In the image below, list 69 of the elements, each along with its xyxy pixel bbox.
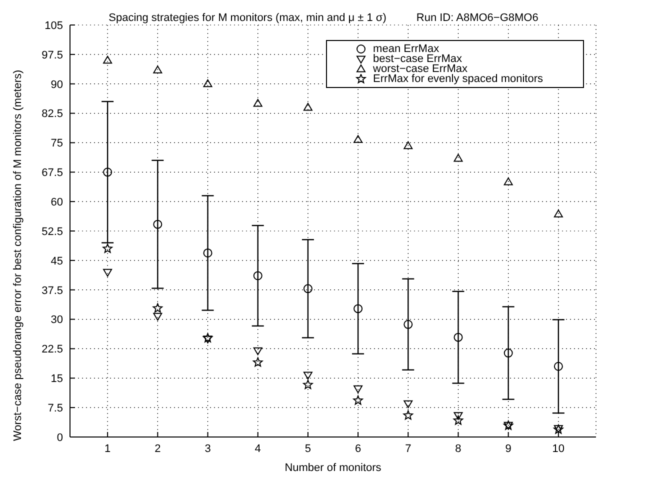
point [404, 141, 413, 150]
point [153, 220, 162, 229]
point [153, 66, 162, 74]
x-axis-title: Number of monitors [284, 462, 382, 474]
y-tick-label: 7.5 [48, 402, 63, 414]
point [252, 357, 263, 367]
point [504, 348, 513, 358]
y-tick-label: 37.5 [42, 284, 63, 297]
x-tick-label: 8 [455, 442, 462, 455]
chart-title: Spacing strategies for M monitors (max, min and μ ± 1 σ) [108, 12, 386, 24]
y-tick-label: 90 [50, 78, 63, 91]
x-tick-label: 9 [505, 442, 512, 455]
point [454, 332, 463, 342]
point [454, 154, 463, 162]
y-tick-label: 22.5 [42, 344, 63, 356]
x-tick-label: 10 [552, 442, 565, 455]
point [253, 347, 262, 356]
text: Run ID: A8MO6−G8MO6 [416, 12, 538, 24]
y-tick-label: 82.5 [42, 108, 63, 120]
y-tick-label: 52.5 [42, 226, 63, 238]
point [152, 303, 163, 313]
point [354, 135, 363, 143]
legend-label: worst−case ErrMax [373, 63, 468, 75]
y-tick-label: 67.5 [42, 167, 63, 180]
point [404, 320, 413, 329]
point [103, 168, 112, 177]
x-tick-label: 6 [354, 442, 362, 455]
point [303, 284, 312, 294]
point [253, 98, 262, 107]
point [203, 336, 212, 344]
y-tick-label: 0 [56, 432, 63, 444]
point [102, 244, 112, 253]
point [453, 415, 464, 425]
y-axis-title: Worst−case pseudorange error for best configuration of M monitors (meters) [12, 70, 24, 441]
legend-label: ErrMax for evenly spaced monitors [373, 73, 543, 85]
point [103, 268, 112, 277]
y-tick-label: 105 [44, 20, 63, 32]
x-tick-label: 2 [154, 442, 161, 455]
point [303, 102, 312, 111]
y-tick-label: 75 [50, 138, 63, 150]
y-tick-label: 60 [50, 196, 63, 208]
y-tick-label: 45 [50, 255, 63, 268]
point [554, 210, 563, 218]
point [103, 56, 112, 64]
point [354, 385, 363, 394]
point [504, 177, 513, 186]
point [303, 372, 312, 380]
point [354, 304, 363, 314]
legend-label: best−case ErrMax [373, 53, 462, 65]
point [454, 412, 463, 420]
y-tick-label: 15 [50, 373, 63, 386]
point [203, 79, 212, 88]
legend-label: mean ErrMax [373, 43, 440, 55]
x-tick-label: 1 [104, 442, 111, 455]
y-tick-label: 97.5 [42, 49, 63, 62]
point [404, 400, 413, 408]
x-tick-label: 5 [304, 442, 312, 455]
point [203, 248, 212, 258]
x-tick-label: 4 [254, 442, 261, 455]
point [554, 362, 563, 371]
point [202, 333, 213, 342]
point [303, 380, 313, 390]
point [253, 271, 262, 280]
point [153, 312, 162, 321]
point [353, 395, 363, 405]
point [403, 410, 414, 420]
x-tick-label: 3 [204, 442, 211, 455]
y-tick-label: 30 [50, 314, 63, 326]
x-tick-label: 7 [405, 442, 412, 455]
